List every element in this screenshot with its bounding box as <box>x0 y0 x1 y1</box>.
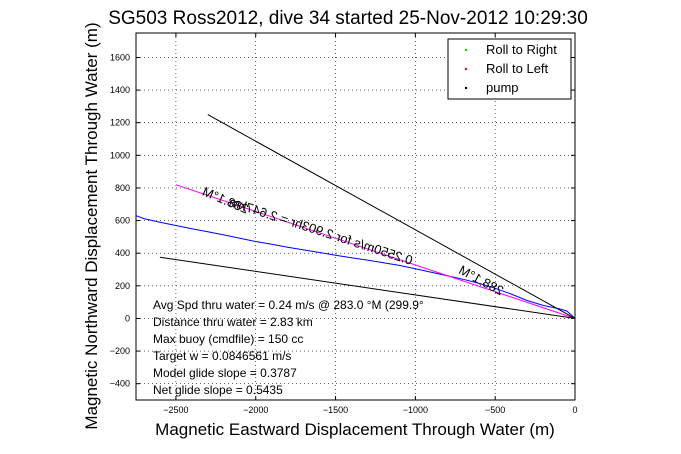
y-tick-label: −400 <box>110 379 130 389</box>
x-tick-label: −500 <box>485 405 505 415</box>
y-tick-label: 0 <box>125 313 130 323</box>
chart-title: SG503 Ross2012, dive 34 started 25-Nov-2… <box>108 8 588 29</box>
annotation-line: Net glide slope = 0.5435 <box>153 383 283 397</box>
x-tick-label: −1500 <box>323 405 348 415</box>
series-line-0 <box>135 215 576 319</box>
x-tick-label: −2000 <box>243 405 268 415</box>
legend: Roll to Right Roll to Left pump <box>447 38 572 100</box>
legend-marker <box>464 67 468 71</box>
y-tick-label: 800 <box>115 183 130 193</box>
y-tick-label: 400 <box>115 248 130 258</box>
y-tick-label: 1200 <box>110 118 130 128</box>
y-tick-label: 1000 <box>110 150 130 160</box>
y-tick-label: 1400 <box>110 85 130 95</box>
annotation-line: Target w = 0.0846561 m/s <box>153 349 291 363</box>
y-tick-label: −200 <box>110 346 130 356</box>
series-layer <box>135 114 576 319</box>
annotation-line: Avg Spd thru water = 0.24 m/s @ 283.0 °M… <box>153 298 424 312</box>
legend-entry: pump <box>486 80 519 95</box>
annotations: Avg Spd thru water = 0.24 m/s @ 283.0 °M… <box>153 298 424 397</box>
x-tick-label: 0 <box>572 405 577 415</box>
x-axis-label: Magnetic Eastward Displacement Through W… <box>155 420 555 439</box>
x-tick-label: −1000 <box>403 405 428 415</box>
legend-marker <box>464 86 468 90</box>
ticks: −2500 −2000 −1500 −1000 −500 0−400−2000200400… <box>110 33 578 415</box>
legend-marker <box>464 48 468 52</box>
x-tick-label: −2500 <box>163 405 188 415</box>
y-tick-label: 200 <box>115 281 130 291</box>
annotation-line: Model glide slope = 0.3787 <box>153 366 297 380</box>
series-line-1 <box>175 184 576 319</box>
series-line-3 <box>159 256 576 319</box>
series-line-2 <box>207 114 576 319</box>
legend-entry: Roll to Right <box>486 42 557 57</box>
annotation-line: Max buoy (cmdfile) = 150 cc <box>153 332 303 346</box>
legend-box <box>447 38 572 100</box>
annotation-line: Distance thru water = 2.83 km <box>153 315 313 329</box>
y-tick-label: 1600 <box>110 52 130 62</box>
y-axis-label: Magnetic Northward Displacement Through … <box>82 22 101 429</box>
plot-frame <box>135 32 576 401</box>
legend-entry: Roll to Left <box>486 61 549 76</box>
y-tick-label: 600 <box>115 216 130 226</box>
